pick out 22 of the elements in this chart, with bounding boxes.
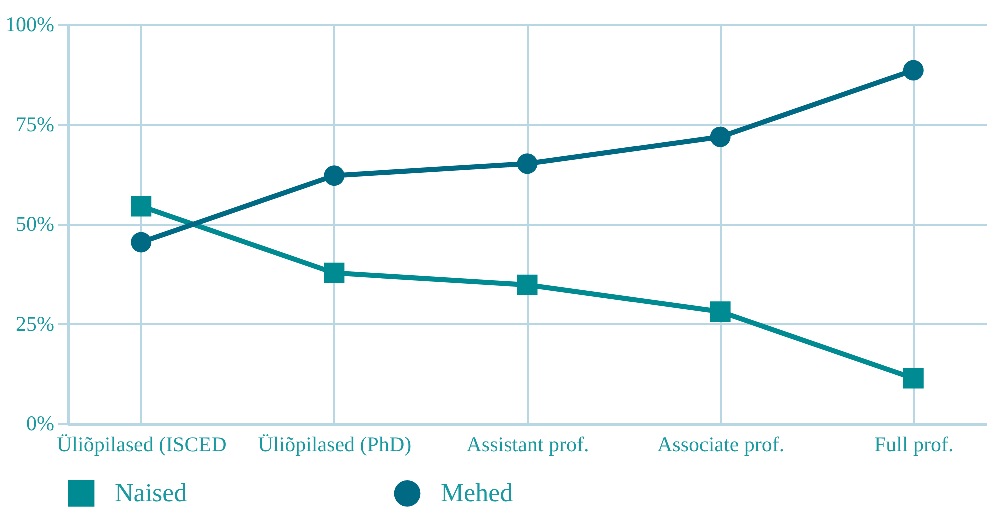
y-tick-label: 0% — [26, 412, 54, 436]
legend-label: Naised — [115, 478, 188, 508]
point — [131, 232, 152, 253]
y-tick-label: 25% — [16, 312, 54, 336]
point — [324, 262, 345, 284]
y-tick-label: 50% — [16, 212, 54, 236]
legend-label: Mehed — [441, 478, 514, 508]
point — [710, 126, 731, 148]
point — [710, 302, 731, 322]
point — [903, 368, 924, 389]
point — [517, 154, 538, 174]
x-tick-label: Associate prof. — [657, 432, 785, 456]
point — [324, 166, 345, 186]
y-tick-label: 75% — [16, 112, 54, 136]
x-tick-label: Üliõpilased (ISCED — [57, 432, 227, 456]
point — [517, 274, 538, 296]
x-tick-label: Full prof. — [874, 432, 954, 456]
y-tick-label: 100% — [6, 12, 54, 36]
x-tick-label: Üliõpilased (PhD) — [258, 432, 412, 456]
point — [903, 60, 924, 81]
x-tick-label: Assistant prof. — [466, 432, 590, 456]
point — [131, 196, 152, 217]
